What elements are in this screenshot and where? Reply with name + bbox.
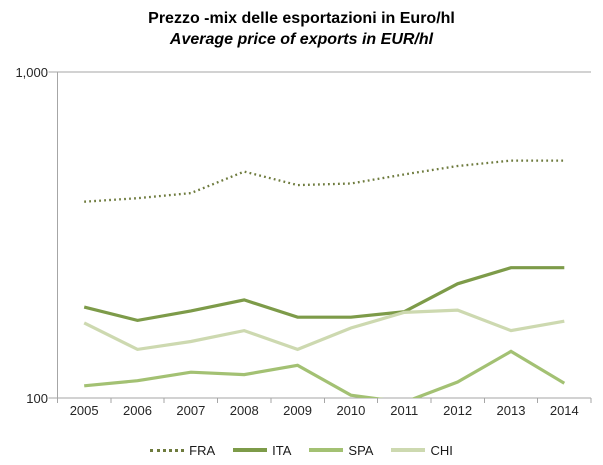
x-tick-label-2006: 2006	[123, 403, 152, 418]
legend-label-ita: ITA	[272, 442, 292, 458]
legend-item-spa: SPA	[309, 443, 373, 458]
legend-item-fra: FRA	[150, 443, 215, 458]
x-tick-label-2010: 2010	[336, 403, 366, 418]
series-line-ita	[83, 266, 565, 323]
x-tick-label-2008: 2008	[229, 403, 259, 418]
legend-item-ita: ITA	[233, 443, 291, 458]
legend-swatch-chi	[391, 448, 426, 452]
x-tick-label-2012: 2012	[443, 403, 473, 418]
chart-title: Prezzo -mix delle esportazioni in Euro/h…	[148, 10, 455, 27]
x-tick-label-2009: 2009	[283, 403, 313, 418]
y-axis-label-top: 1,000	[15, 65, 48, 80]
x-tick-label-2005: 2005	[69, 403, 99, 418]
legend-label-chi: CHI	[430, 442, 453, 458]
legend-swatch-fra	[150, 448, 185, 452]
legend-label-spa: SPA	[348, 442, 374, 458]
x-tick-label-2013: 2013	[496, 403, 526, 418]
legend-swatch-ita	[233, 448, 268, 452]
x-tick-label-2014: 2014	[549, 403, 579, 418]
series-line-fra	[84, 159, 565, 203]
legend: FRA ITA SPA CHI	[0, 440, 603, 460]
y-axis-label-bottom: 100	[26, 391, 48, 406]
legend-item-chi: CHI	[391, 442, 453, 458]
chart-subtitle: Average price of exports in EUR/hl	[169, 31, 434, 48]
legend-swatch-spa	[309, 448, 344, 452]
chart-title-block: Prezzo -mix delle esportazioni in Euro/h…	[0, 8, 603, 50]
x-tick-label-2011: 2011	[390, 403, 419, 418]
x-tick-label-2007: 2007	[176, 403, 206, 418]
series-line-chi	[83, 308, 565, 352]
series-line-spa	[84, 349, 566, 398]
legend-label-fra: FRA	[189, 442, 216, 458]
